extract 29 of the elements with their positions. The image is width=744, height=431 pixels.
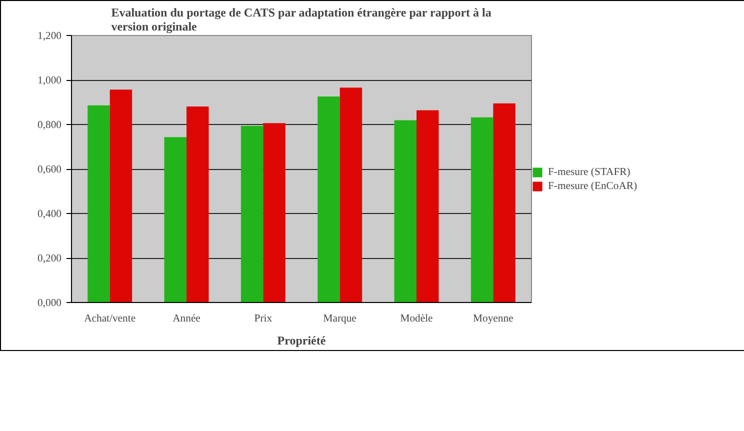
y-tick-label: 0,400	[38, 209, 62, 220]
bar	[110, 90, 132, 302]
bar	[416, 110, 439, 302]
y-tick-label: 0,200	[38, 254, 62, 264]
bar	[493, 103, 516, 302]
x-tick-label: Marque	[323, 314, 357, 324]
y-tick-label: 0,800	[38, 120, 62, 131]
bar	[318, 96, 340, 302]
chart-title: Evaluation du portage de CATS par adaptation étrangère par rapport à la version originale	[111, 6, 492, 34]
bar	[394, 120, 416, 302]
y-tick-label: 1,000	[38, 76, 62, 86]
bar	[263, 123, 286, 302]
y-tick-label: 1,200	[38, 31, 62, 42]
bar	[470, 117, 494, 302]
bar	[240, 126, 264, 302]
bar	[164, 137, 186, 302]
x-axis-title: Propriété	[277, 334, 326, 348]
x-tick-label: Achat/vente	[84, 314, 136, 324]
x-tick-label: Modèle	[400, 314, 434, 324]
y-tick-label: 0,600	[38, 164, 62, 176]
x-tick-label: Prix	[254, 314, 273, 324]
legend-label: F-mesure (EnCoAR)	[548, 180, 638, 192]
bar	[186, 106, 209, 302]
bar	[340, 88, 362, 302]
x-tick-label: Année	[172, 314, 201, 324]
y-tick-label: 0,000	[38, 298, 62, 309]
x-tick-label: Moyenne	[473, 314, 514, 324]
bar	[88, 105, 110, 302]
legend-label: F-mesure (STAFR)	[548, 166, 630, 178]
